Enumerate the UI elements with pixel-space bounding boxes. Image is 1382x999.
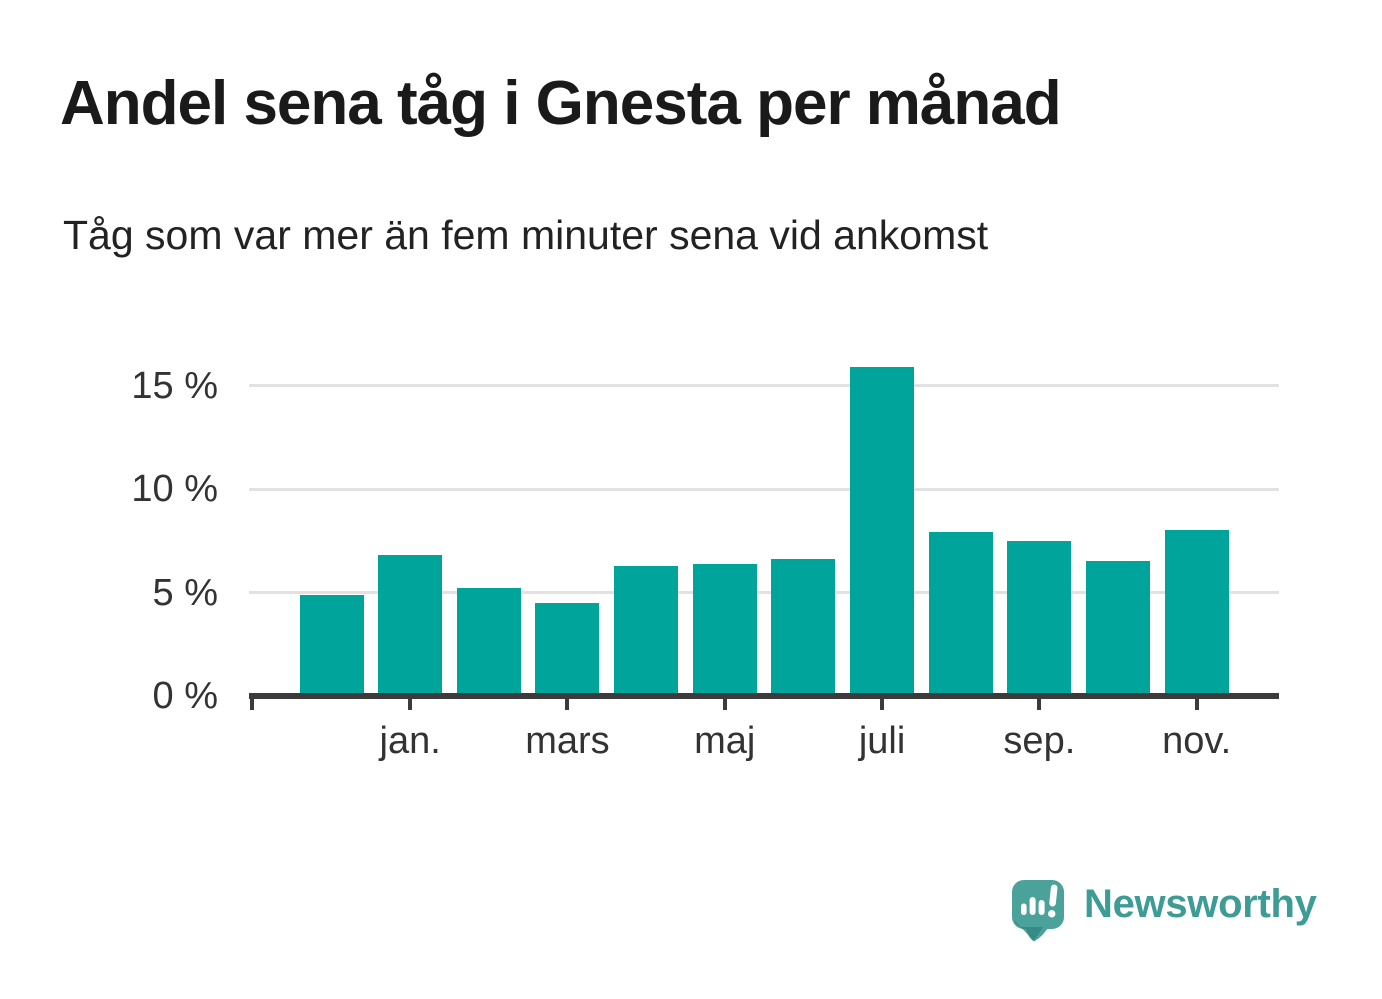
newsworthy-logo: Newsworthy xyxy=(1012,880,1317,944)
bar-month-6 xyxy=(692,563,757,696)
bar-month-11 xyxy=(1086,561,1150,696)
x-axis-label-nov: nov. xyxy=(1162,720,1232,762)
x-axis-line xyxy=(249,693,1279,699)
bar-month-3 xyxy=(456,588,521,696)
y-axis-label-0-percent: 0 % xyxy=(152,675,218,717)
logo-bar-1 xyxy=(1021,903,1027,915)
bar-month-5 xyxy=(614,565,679,696)
x-axis-tick-jan xyxy=(408,699,413,710)
x-axis-tick-juli xyxy=(880,699,885,710)
y-axis-label-15-percent: 15 % xyxy=(131,364,218,407)
gridline-5-percent xyxy=(249,591,1279,594)
bar-month-1 xyxy=(299,594,364,696)
bar-chart-plot-area xyxy=(249,350,1279,710)
bar-month-2 xyxy=(378,555,443,696)
y-axis-label-10-percent: 10 % xyxy=(131,468,218,510)
x-axis-tick-sep xyxy=(1037,699,1042,710)
x-axis-label-jan: jan. xyxy=(379,720,441,762)
x-axis-tick-mars xyxy=(565,699,570,710)
newsworthy-wordmark: Newsworthy xyxy=(1084,882,1317,926)
bar-month-10 xyxy=(1007,540,1072,696)
logo-bar-2 xyxy=(1029,897,1036,915)
logo-exclamation xyxy=(1048,884,1058,918)
x-axis-label-mars: mars xyxy=(525,720,610,762)
bar-month-8 xyxy=(850,366,915,696)
x-axis-corner-tick xyxy=(250,699,254,710)
chart-subtitle: Tåg som var mer än fem minuter sena vid … xyxy=(63,212,989,258)
x-axis-tick-maj xyxy=(722,699,727,710)
gridline-10-percent xyxy=(249,487,1279,491)
x-axis-tick-nov xyxy=(1194,699,1199,710)
bar-month-9 xyxy=(928,532,993,696)
bar-month-12 xyxy=(1164,530,1229,696)
chart-title: Andel sena tåg i Gnesta per månad xyxy=(60,69,1062,138)
gridline-15-percent xyxy=(249,384,1279,387)
bar-month-7 xyxy=(771,559,836,696)
x-axis-label-sep: sep. xyxy=(1003,720,1076,762)
y-axis-label-5-percent: 5 % xyxy=(152,571,218,614)
newsworthy-logo-icon xyxy=(1012,880,1064,942)
bar-month-4 xyxy=(535,602,600,696)
x-axis-label-juli: juli xyxy=(858,720,906,762)
x-axis-label-maj: maj xyxy=(694,720,756,762)
logo-bar-3 xyxy=(1038,900,1045,915)
